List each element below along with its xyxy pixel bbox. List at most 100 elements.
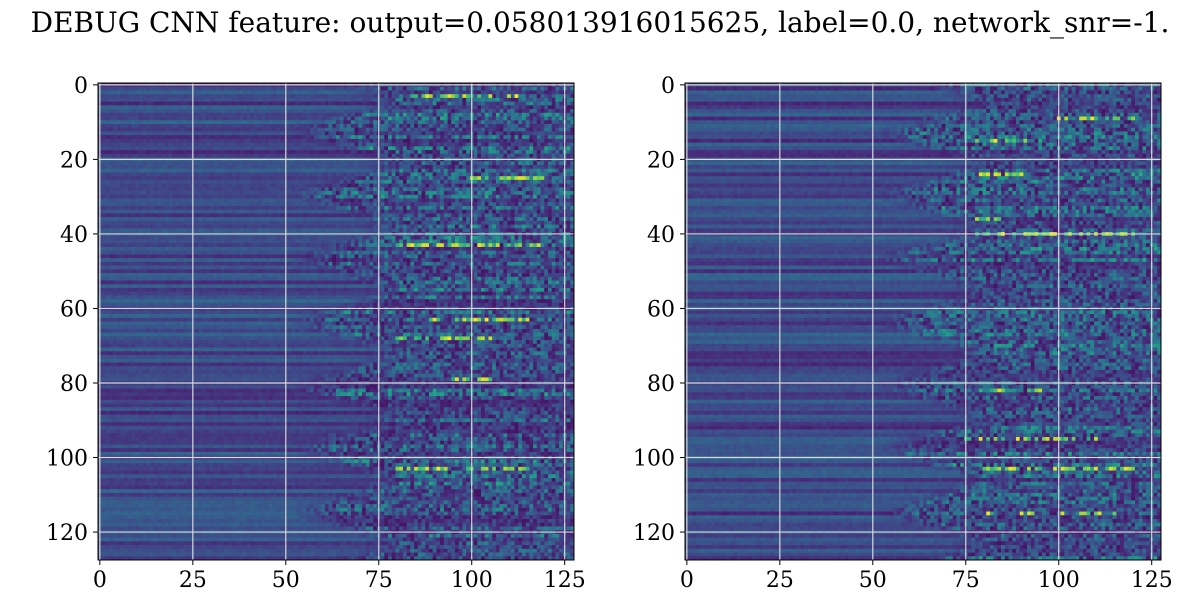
heatmap-cell: [540, 202, 545, 207]
heatmap-cell: [168, 187, 173, 192]
heatmap-cell: [455, 153, 460, 158]
heatmap-cell: [455, 172, 460, 177]
heatmap-cell: [257, 202, 262, 207]
heatmap-cell: [406, 109, 411, 114]
heatmap-cell: [116, 105, 121, 110]
heatmap-cell: [481, 217, 486, 222]
heatmap-cell: [462, 213, 467, 218]
heatmap-cell: [436, 112, 441, 117]
heatmap-cell: [436, 135, 441, 140]
heatmap-cell: [547, 224, 553, 229]
heatmap-cell: [503, 146, 508, 151]
heatmap-cell: [391, 138, 396, 143]
heatmap-cell: [231, 168, 236, 173]
heatmap-cell: [414, 135, 419, 140]
heatmap-cell: [540, 217, 545, 222]
heatmap-cell: [112, 198, 117, 203]
heatmap-cell: [529, 150, 534, 155]
heatmap-cell: [146, 191, 151, 196]
heatmap-cell: [514, 86, 519, 91]
heatmap-cell: [391, 131, 396, 136]
heatmap-cell: [295, 183, 300, 188]
heatmap-cell: [183, 123, 188, 129]
heatmap-cell: [451, 194, 456, 199]
heatmap-cell: [354, 146, 359, 151]
heatmap-cell: [313, 198, 318, 203]
heatmap-cell: [146, 153, 151, 158]
heatmap-cell: [150, 97, 155, 102]
heatmap-cell: [492, 161, 497, 166]
heatmap-cell: [540, 146, 545, 151]
heatmap-cell: [492, 183, 497, 188]
heatmap-cell: [521, 213, 527, 218]
heatmap-cell: [503, 101, 508, 106]
heatmap-cell: [499, 86, 504, 91]
heatmap-cell: [313, 94, 318, 99]
heatmap-cell: [417, 176, 422, 181]
heatmap-cell: [373, 164, 378, 170]
heatmap-cell: [257, 142, 262, 147]
heatmap-cell: [384, 176, 389, 181]
heatmap-cell: [373, 90, 378, 95]
heatmap-cell: [510, 135, 515, 140]
heatmap-cell: [544, 131, 549, 136]
heatmap-cell: [451, 138, 456, 143]
heatmap-cell: [343, 187, 348, 192]
heatmap-cell: [127, 120, 132, 125]
heatmap-cell: [187, 172, 192, 177]
heatmap-cell: [347, 127, 352, 132]
heatmap-cell: [462, 187, 467, 192]
heatmap-cell: [328, 183, 333, 188]
heatmap-cell: [187, 127, 192, 132]
heatmap-cell: [544, 116, 549, 121]
heatmap-cell: [146, 217, 151, 222]
heatmap-cell: [209, 127, 214, 132]
heatmap-cell: [321, 94, 326, 99]
heatmap-cell: [309, 150, 315, 155]
heatmap-cell: [269, 146, 274, 151]
heatmap-cell: [309, 209, 315, 214]
heatmap-cell: [365, 131, 370, 136]
heatmap-cell: [231, 109, 236, 114]
heatmap-cell: [473, 97, 478, 102]
heatmap-cell: [343, 101, 348, 106]
heatmap-cell: [540, 176, 545, 181]
heatmap-cell: [399, 176, 404, 181]
heatmap-cell: [194, 202, 199, 207]
heatmap-cell: [347, 153, 352, 158]
heatmap-cell: [455, 127, 460, 132]
heatmap-cell: [365, 142, 370, 147]
heatmap-cell: [428, 150, 434, 155]
heatmap-cell: [317, 176, 322, 181]
heatmap-cell: [336, 164, 341, 170]
heatmap-cell: [205, 101, 210, 106]
heatmap-cell: [280, 194, 285, 199]
heatmap-cell: [101, 228, 106, 233]
heatmap-cell: [510, 220, 515, 225]
heatmap-cell: [432, 90, 437, 95]
heatmap-cell: [406, 146, 411, 151]
heatmap-cell: [492, 101, 497, 106]
heatmap-cell: [146, 194, 151, 199]
heatmap-cell: [217, 127, 222, 132]
heatmap-cell: [555, 209, 560, 214]
heatmap-cell: [477, 97, 482, 102]
heatmap-cell: [306, 220, 311, 225]
heatmap-cell: [105, 161, 110, 166]
heatmap-cell: [153, 217, 158, 222]
heatmap-cell: [194, 142, 199, 147]
heatmap-cell: [518, 187, 523, 192]
heatmap-cell: [146, 90, 151, 95]
heatmap-cell: [358, 105, 363, 110]
heatmap-cell: [391, 168, 396, 173]
heatmap-cell: [269, 161, 274, 166]
heatmap-cell: [105, 183, 110, 188]
heatmap-cell: [220, 109, 225, 114]
heatmap-cell: [518, 217, 523, 222]
heatmap-cell: [544, 202, 549, 207]
heatmap-cell: [399, 153, 404, 158]
heatmap-cell: [354, 194, 359, 199]
heatmap-cell: [127, 101, 132, 106]
heatmap-cell: [257, 90, 262, 95]
heatmap-cell: [395, 138, 400, 143]
